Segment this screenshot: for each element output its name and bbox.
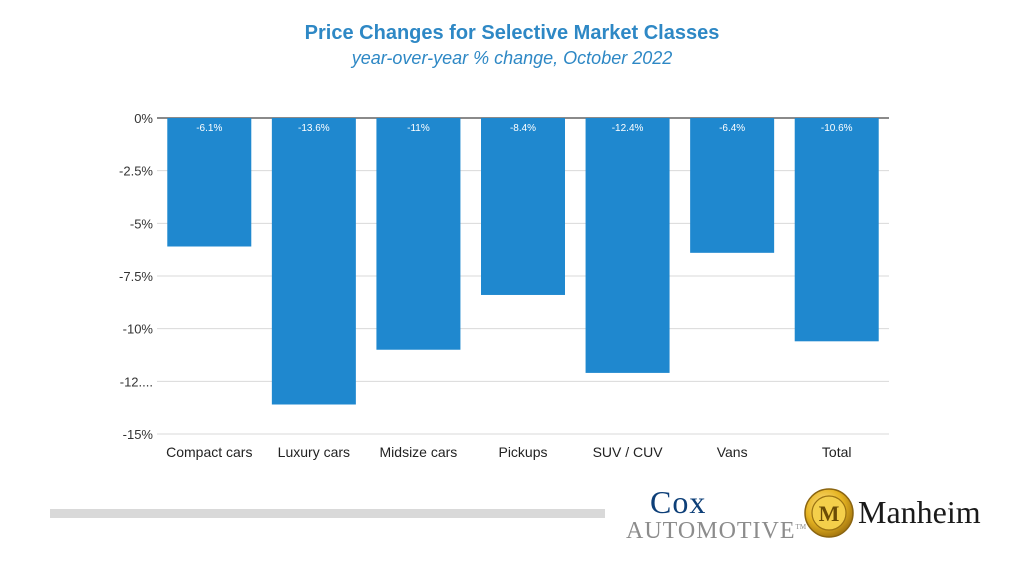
- manheim-logo: M Manheim: [804, 488, 1009, 544]
- x-tick-label: Compact cars: [166, 444, 252, 460]
- y-tick-label: -12....: [120, 374, 153, 389]
- x-tick-label: SUV / CUV: [593, 444, 664, 460]
- bar: [794, 118, 879, 342]
- bar: [376, 118, 461, 350]
- automotive-logo-word: AUTOMOTIVETM: [626, 518, 807, 544]
- data-label: -6.4%: [719, 123, 745, 134]
- x-tick-label: Luxury cars: [278, 444, 350, 460]
- chart-title: Price Changes for Selective Market Class…: [304, 22, 720, 44]
- cox-logo-word: Cox: [650, 484, 707, 520]
- chart-subtitle: year-over-year % change, October 2022: [351, 48, 673, 68]
- data-label: -10.6%: [821, 123, 853, 134]
- data-label: -8.4%: [510, 123, 536, 134]
- x-tick-label: Midsize cars: [380, 444, 458, 460]
- footer-divider: [50, 509, 605, 518]
- bar: [690, 118, 775, 253]
- x-tick-label: Total: [822, 444, 852, 460]
- y-tick-label: -2.5%: [119, 164, 153, 179]
- y-tick-label: -7.5%: [119, 269, 153, 284]
- y-tick-label: -15%: [123, 427, 154, 442]
- data-label: -12.4%: [612, 123, 644, 134]
- bar: [481, 118, 565, 295]
- x-tick-label: Vans: [717, 444, 748, 460]
- data-label: -6.1%: [196, 123, 222, 134]
- y-tick-label: -10%: [123, 322, 154, 337]
- manheim-logo-word: Manheim: [858, 494, 981, 530]
- data-label: -11%: [407, 123, 430, 134]
- manheim-seal-icon: M: [804, 488, 854, 538]
- y-tick-label: 0%: [134, 111, 153, 126]
- cox-automotive-logo: Cox AUTOMOTIVETM: [624, 484, 806, 546]
- bar: [271, 118, 356, 405]
- bar: [585, 118, 670, 373]
- bar: [167, 118, 252, 247]
- x-tick-label: Pickups: [498, 444, 547, 460]
- data-label: -13.6%: [298, 123, 330, 134]
- svg-text:M: M: [819, 501, 840, 526]
- y-tick-label: -5%: [130, 216, 154, 231]
